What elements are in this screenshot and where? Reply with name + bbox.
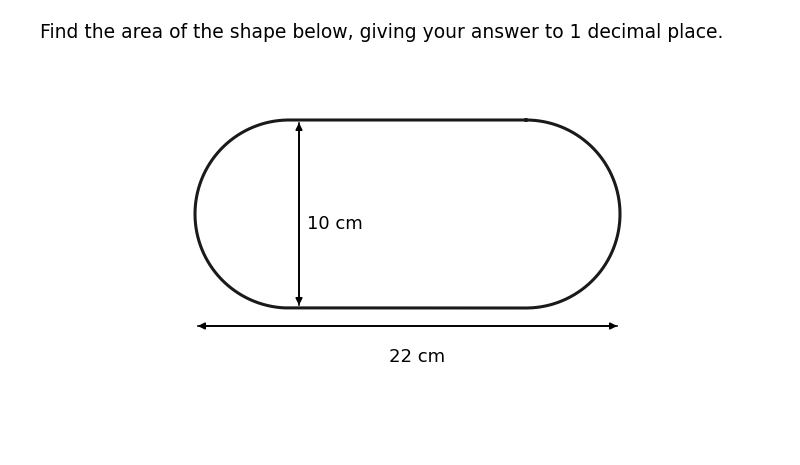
Polygon shape <box>195 120 620 308</box>
Text: 10 cm: 10 cm <box>307 215 362 233</box>
Text: Find the area of the shape below, giving your answer to 1 decimal place.: Find the area of the shape below, giving… <box>40 23 723 42</box>
Text: 22 cm: 22 cm <box>390 348 446 366</box>
